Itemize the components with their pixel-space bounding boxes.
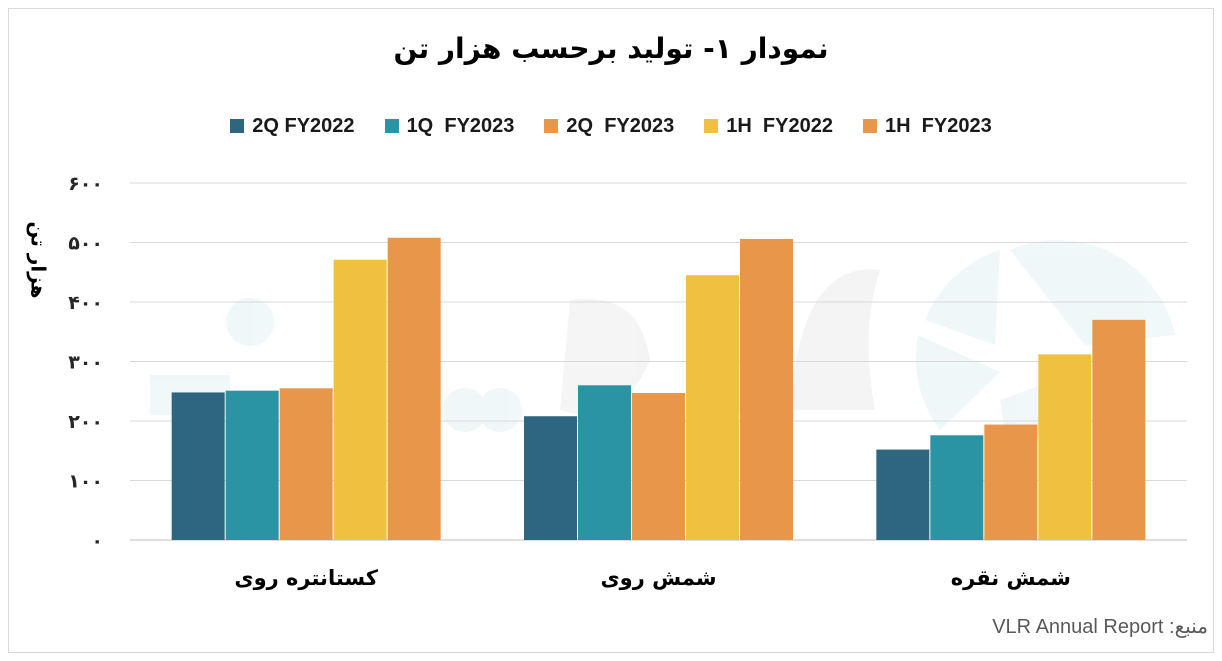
legend-item: 1H FY2022: [704, 112, 833, 140]
bar: [930, 435, 984, 540]
legend-item: 1Q FY2023: [384, 112, 515, 140]
legend: 2Q FY2022 1Q FY2023 2Q FY2023 1H FY2022 1H F…: [0, 112, 1222, 140]
source-note: منبع: VLR Annual Report: [992, 616, 1208, 638]
x-category-label: کستانتره روی: [234, 566, 378, 590]
x-category-label: شمش روی: [600, 566, 716, 590]
bar: [1038, 354, 1092, 540]
chart-title: نمودار ۱- تولید برحسب هزار تن: [393, 32, 829, 65]
legend-label: 2Q FY2023: [566, 114, 675, 137]
bar: [225, 390, 279, 540]
bar: [578, 385, 631, 540]
legend-item: 2Q FY2022: [230, 112, 355, 140]
y-tick-label: ۳۰۰: [68, 352, 103, 374]
bar: [279, 388, 333, 540]
y-tick-label: ۶۰۰: [68, 173, 103, 195]
bar: [632, 393, 685, 540]
bar: [740, 238, 793, 540]
legend-item: 2Q FY2023: [544, 112, 674, 140]
bar: [876, 449, 930, 540]
bar: [171, 392, 225, 540]
legend-item: 1H FY2023: [862, 112, 992, 140]
legend-label: 1H FY2023: [884, 114, 992, 137]
bar: [333, 259, 387, 540]
bar: [387, 237, 441, 541]
bar: [984, 424, 1038, 540]
legend-label: 2Q FY2022: [252, 114, 355, 137]
x-category-label: شمش نقره: [951, 566, 1071, 590]
y-tick-label: ۵۰۰: [68, 233, 103, 255]
chart-frame: [8, 8, 1214, 653]
bar: [1092, 319, 1146, 540]
legend-swatch: [544, 119, 559, 133]
legend-swatch: [384, 119, 399, 133]
bar: [524, 416, 577, 540]
legend-label: 1Q FY2023: [406, 114, 515, 137]
legend-swatch: [230, 119, 245, 133]
bar: [686, 275, 739, 540]
legend-label: 1H FY2022: [726, 114, 833, 137]
y-tick-label: ۲۰۰: [68, 411, 103, 433]
legend-swatch: [862, 119, 877, 133]
legend-swatch: [704, 119, 719, 133]
y-tick-label: ۰: [91, 530, 103, 552]
y-tick-label: ۴۰۰: [68, 292, 103, 314]
y-tick-label: ۱۰۰: [68, 471, 103, 493]
